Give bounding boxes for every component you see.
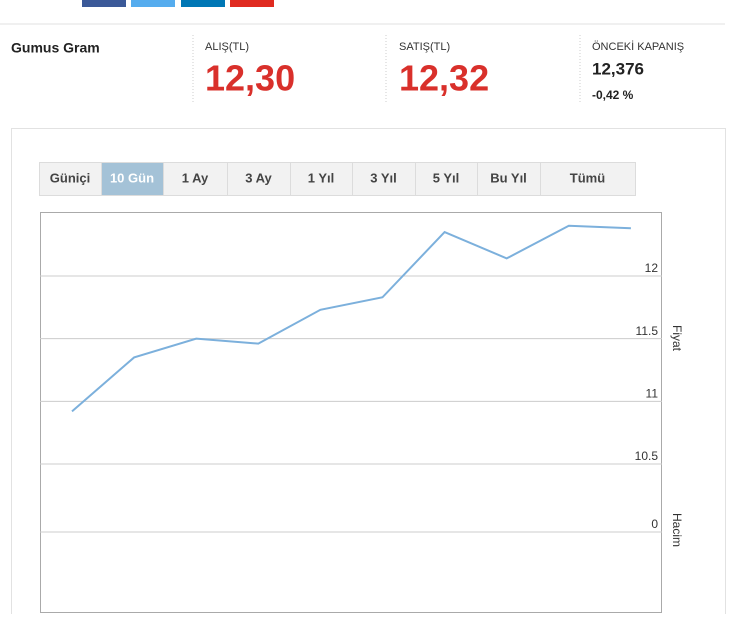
plot: 10.5 11 11.5 12 Fiyat 0 Hacim <box>40 224 684 547</box>
tab-label[interactable]: 1 Yıl <box>308 170 335 185</box>
change: -0,42 % <box>592 88 634 102</box>
tab[interactable] <box>290 162 353 196</box>
sell-price: 12,32 <box>399 58 489 99</box>
price-line <box>71 224 631 413</box>
y-tick-label: 11.5 <box>636 324 659 338</box>
share-button[interactable] <box>230 0 274 7</box>
volume-axis-label: Hacim <box>670 513 684 547</box>
tab-label[interactable]: 5 Yıl <box>433 170 460 185</box>
y-axis-label: Fiyat <box>670 325 684 352</box>
y-tick-label: 11 <box>646 386 659 400</box>
chart-panel <box>11 128 726 619</box>
buy-price: 12,30 <box>205 58 295 99</box>
tab[interactable] <box>352 162 416 196</box>
tab-label[interactable]: Güniçi <box>50 170 90 185</box>
y-tick-label: 12 <box>645 261 659 275</box>
linkedin-button[interactable] <box>181 0 225 7</box>
tab-label[interactable]: 3 Ay <box>245 170 272 185</box>
twitter-button[interactable] <box>131 0 175 7</box>
tab[interactable] <box>227 162 291 196</box>
tab[interactable] <box>477 162 541 196</box>
tab[interactable] <box>163 162 228 196</box>
previous-close: 12,376 <box>592 59 644 78</box>
facebook-button[interactable] <box>82 0 126 7</box>
tab-bar: Güniçi 10 Gün 1 Ay 3 Ay 1 Yıl 3 Yıl 5 Yıl Bu Yı… <box>39 162 636 196</box>
plot-frame <box>40 212 662 613</box>
tab-label[interactable]: 10 Gün <box>110 170 154 185</box>
tab-label[interactable]: Bu Yıl <box>490 170 527 185</box>
tab[interactable] <box>39 162 102 196</box>
y-tick-label: 10.5 <box>635 449 659 463</box>
buy-label: ALIŞ(TL) <box>205 41 249 53</box>
instrument-name: Gumus Gram <box>11 40 100 56</box>
tab[interactable] <box>540 162 636 196</box>
tab-label[interactable]: Tümü <box>570 170 605 185</box>
tab-label[interactable]: 1 Ay <box>182 170 209 185</box>
tab-label[interactable]: 3 Yıl <box>370 170 397 185</box>
tab[interactable] <box>101 162 164 196</box>
y-tick-label: 0 <box>651 517 658 531</box>
previous-close-label: ÖNCEKİ KAPANIŞ <box>592 40 684 53</box>
sell-label: SATIŞ(TL) <box>399 41 450 53</box>
